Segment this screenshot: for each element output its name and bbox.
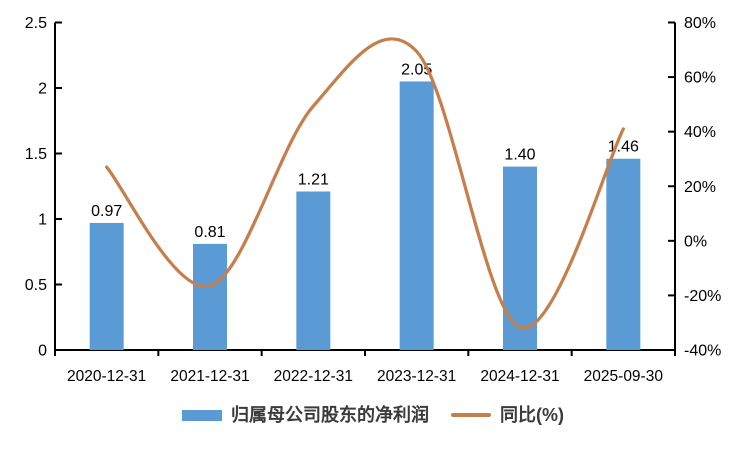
- legend-label-net-profit: 归属母公司股东的净利润: [231, 405, 429, 425]
- line-series-swatch-icon: [451, 413, 491, 417]
- x-tick-label: 2021-12-31: [170, 368, 249, 385]
- bar-value-label: 0.97: [91, 203, 122, 220]
- bar: [296, 191, 331, 350]
- x-tick-label: 2022-12-31: [274, 368, 353, 385]
- y-tick-label-left: 1.5: [25, 146, 47, 163]
- y-tick-label-right: -20%: [684, 288, 721, 305]
- y-tick-label-left: 0.5: [25, 277, 47, 294]
- legend-label-yoy: 同比(%): [500, 405, 564, 425]
- bar-series-swatch-icon: [182, 409, 222, 421]
- bar-value-label: 1.40: [504, 147, 535, 164]
- y-tick-label-left: 2.5: [25, 15, 47, 32]
- yoy-line: [105, 37, 625, 330]
- x-tick-label: 2023-12-31: [377, 368, 456, 385]
- y-tick-label-left: 0: [38, 343, 47, 360]
- y-tick-label-right: 60%: [684, 70, 716, 87]
- y-tick-label-right: -40%: [684, 343, 721, 360]
- legend-item-yoy: 同比(%): [451, 406, 564, 424]
- y-tick-label-left: 2: [38, 81, 47, 98]
- x-tick-label: 2025-09-30: [584, 368, 664, 385]
- bar: [606, 158, 641, 350]
- bar-value-label: 1.21: [298, 171, 329, 188]
- legend: 归属母公司股东的净利润 同比(%): [0, 406, 746, 424]
- x-tick-label: 2020-12-31: [67, 368, 146, 385]
- y-tick-label-right: 20%: [684, 179, 716, 196]
- y-tick-label-left: 1: [38, 212, 47, 229]
- legend-item-net-profit: 归属母公司股东的净利润: [182, 406, 429, 424]
- y-tick-label-right: 40%: [684, 124, 716, 141]
- x-tick-label: 2024-12-31: [480, 368, 559, 385]
- bar: [89, 222, 124, 350]
- y-tick-label-right: 0%: [684, 233, 707, 250]
- bar-value-label: 0.81: [194, 224, 225, 241]
- y-tick-label-right: 80%: [684, 15, 716, 32]
- bar: [193, 243, 227, 350]
- bar: [503, 166, 537, 350]
- bar: [399, 81, 434, 350]
